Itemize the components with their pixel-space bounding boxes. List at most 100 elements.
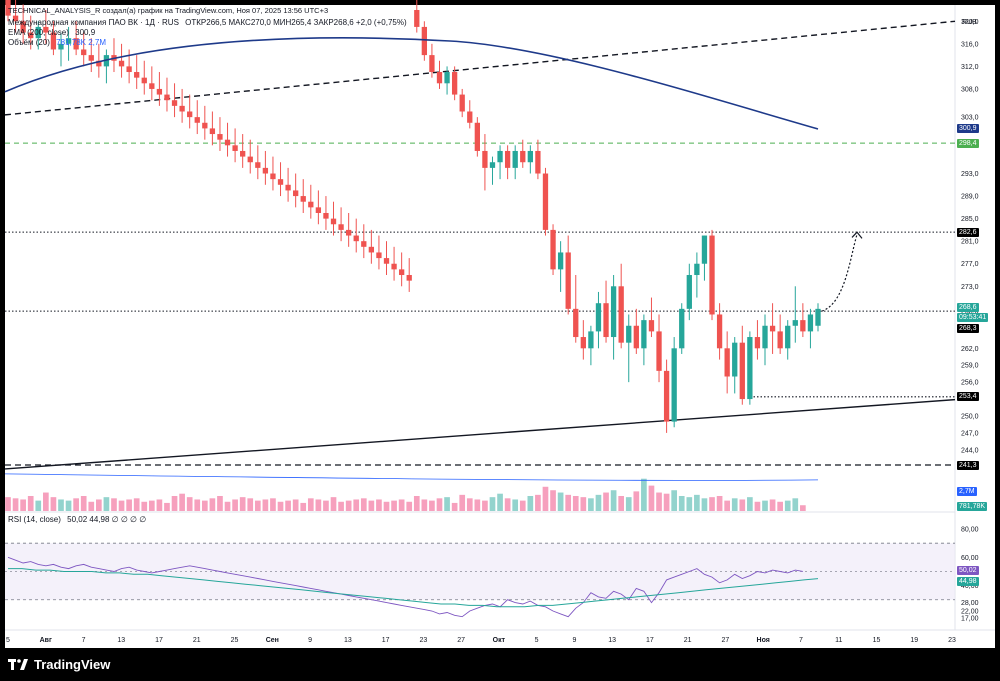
rsi-tag: 50,02 [957,565,979,575]
time-axis-label: 5 [535,637,539,644]
candle-body [641,320,647,349]
candle-body [497,150,503,163]
candle-body [679,308,685,349]
candle-body [58,43,64,50]
candle-body [626,325,632,343]
candle-body [376,252,382,259]
volume-bar [239,497,246,511]
price-axis-label: 281,0 [961,239,979,246]
time-axis-label: 15 [873,637,881,644]
candle-body [467,111,473,123]
candle-body [459,94,465,112]
time-axis-label: 11 [835,637,842,644]
volume-bar [678,496,685,511]
volume-bar [641,478,647,511]
resistance-trendline [4,20,956,116]
time-axis-label: 23 [419,637,427,644]
rsi-legend[interactable]: RSI (14, close) 50,02 44,98 ∅ ∅ ∅ ∅ [8,515,146,524]
volume-bar [497,493,503,511]
volume-bar [171,496,178,511]
price-axis-label: 250,0 [961,413,979,420]
candle-body [542,173,549,230]
time-axis-label: Авг [40,637,52,644]
candle-body [573,308,579,338]
rsi-axis-label: 60,00 [961,555,979,562]
volume-bar [141,501,148,511]
volume-bar [595,494,602,511]
time-axis-label: 13 [117,637,125,644]
time-axis-label: 21 [684,637,692,644]
ema-value: 300,9 [75,28,96,37]
volume-bar [118,500,125,511]
volume-bar [156,499,163,511]
candle-body [406,275,412,281]
volume-value: 781,78K 2,7M [56,38,106,47]
candle-body [353,235,359,242]
volume-bar [451,502,458,511]
volume-bar [739,499,746,511]
price-axis-label: 308,0 [961,86,979,93]
candle-body [194,117,200,123]
volume-bar [603,492,609,511]
tradingview-logo[interactable]: TradingView [8,657,110,672]
time-axis-label: 17 [155,637,163,644]
volume-bar [43,492,49,511]
candle-body [709,235,715,315]
ema-label: EMA (200, close) [8,28,69,37]
candle-body [224,139,231,146]
price-axis-label: 247,0 [961,430,979,437]
volume-bar [103,497,110,511]
candle-body [648,320,655,332]
time-axis-label: 19 [910,637,918,644]
time-axis-label: 25 [231,637,239,644]
candle-body [565,252,571,309]
time-axis-label: 9 [572,637,576,644]
price-axis-label: 316,0 [961,41,979,48]
volume-bar [648,485,655,511]
volume-bar [247,498,254,511]
candle-body [134,72,140,78]
volume-bar [610,490,617,511]
candle-body [346,229,352,236]
volume-legend[interactable]: Объём (20) 781,78K 2,7M [8,38,106,47]
price-tag: 241,3 [957,460,979,470]
symbol-name[interactable]: Международная компания ПАО ВК · 1Д · RUS [8,18,179,27]
candle-body [732,342,738,377]
volume-bar [694,494,700,511]
candle-body [398,269,405,276]
candle-body [451,72,458,95]
currency-label: RUB [962,19,977,26]
volume-bar [232,499,238,511]
candle-body [429,55,435,73]
price-axis-label: 320,0 [961,19,979,26]
footer [0,648,1000,681]
volume-bar [73,498,79,511]
rsi-axis-label: 80,00 [961,527,979,534]
candle-body [255,162,261,168]
rsi-axis-label: 40,00 [961,583,979,590]
candle-body [769,325,776,332]
candlesticks [5,0,821,433]
price-axis-label: 259,0 [961,363,979,370]
candle-body [777,331,783,349]
candle-body [88,55,94,61]
price-axis-label: 256,0 [961,380,979,387]
volume-bar [459,494,466,511]
ema-legend[interactable]: EMA (200, close) 300,9 [8,28,95,37]
volume-bar [65,500,72,511]
candle-body [603,303,609,338]
candle-body [368,246,375,253]
volume-bar [12,498,19,511]
candle-body [739,342,745,400]
price-tag: 09:53:41 [957,313,989,323]
candle-body [338,224,344,230]
volume-ma-line [4,473,819,481]
volume-bar [792,498,799,511]
volume-bar [625,497,632,511]
candle-body [482,150,488,168]
volume-bar [588,498,594,511]
rsi-axis-label: 28,00 [961,600,979,607]
time-axis-label: 17 [382,637,390,644]
